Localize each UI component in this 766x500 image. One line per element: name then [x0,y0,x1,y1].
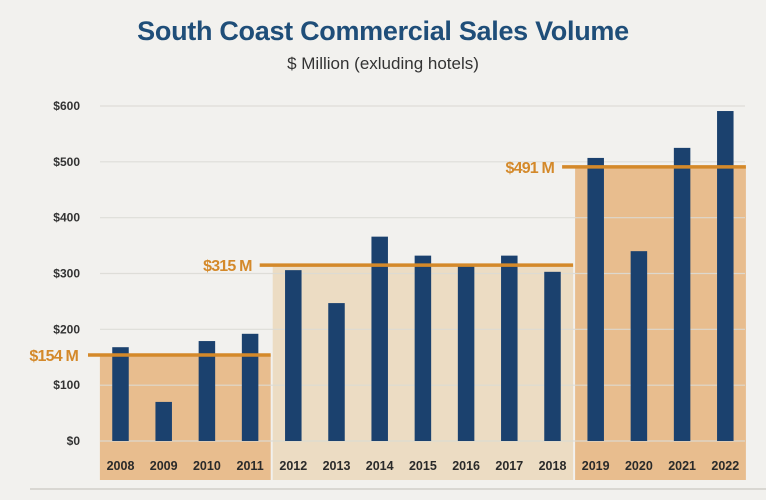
bar-2012 [285,270,302,441]
bar-2019 [587,157,604,442]
average-label-1: $315 M [203,258,252,275]
bottom-divider [30,488,766,490]
x-axis-tick-labels: 2008 2009 2010 2011 2012 2013 2014 2015 2016 2017… [107,459,740,473]
x-tick-label: 2009 [150,459,178,473]
x-tick-label: 2013 [323,459,351,473]
bar-2022 [717,111,734,442]
bar-2013 [328,303,345,441]
average-label-0: $154 M [29,348,78,365]
bar-2009 [155,401,172,441]
bar-2016 [457,264,475,441]
y-tick-label: $100 [53,378,80,392]
y-tick-label: $0 [67,434,81,448]
x-tick-label: 2015 [409,459,437,473]
x-tick-label: 2020 [625,459,653,473]
x-tick-label: 2016 [452,459,480,473]
x-tick-label: 2019 [582,459,610,473]
bar-2017 [501,255,518,441]
y-tick-label: $500 [53,155,80,169]
average-lines: $154 M $315 M $491 M [29,160,746,365]
bar-2021 [673,147,691,441]
y-tick-label: $600 [53,99,80,113]
x-tick-label: 2022 [711,459,739,473]
y-axis-tick-labels: $0 $100 $200 $300 $400 $500 $600 [53,99,80,448]
average-label-2: $491 M [506,160,555,177]
bar-2010 [198,341,216,441]
chart-title: South Coast Commercial Sales Volume [137,16,629,46]
x-tick-label: 2012 [279,459,307,473]
bars [112,111,734,442]
bar-2014 [371,236,388,441]
y-tick-label: $300 [53,267,80,281]
x-tick-label: 2008 [107,459,135,473]
x-tick-label: 2017 [495,459,523,473]
x-tick-label: 2018 [539,459,567,473]
chart-subtitle: $ Million (exluding hotels) [287,54,479,73]
x-tick-label: 2021 [668,459,696,473]
x-tick-label: 2011 [237,459,264,473]
x-tick-label: 2010 [193,459,221,473]
x-tick-label: 2014 [366,459,394,473]
bar-2008 [112,347,129,441]
y-tick-label: $200 [53,322,80,336]
bar-2015 [414,255,432,441]
bar-2020 [630,251,648,441]
bar-2018 [544,271,561,441]
y-tick-label: $400 [53,211,80,225]
bar-2011 [241,333,259,441]
